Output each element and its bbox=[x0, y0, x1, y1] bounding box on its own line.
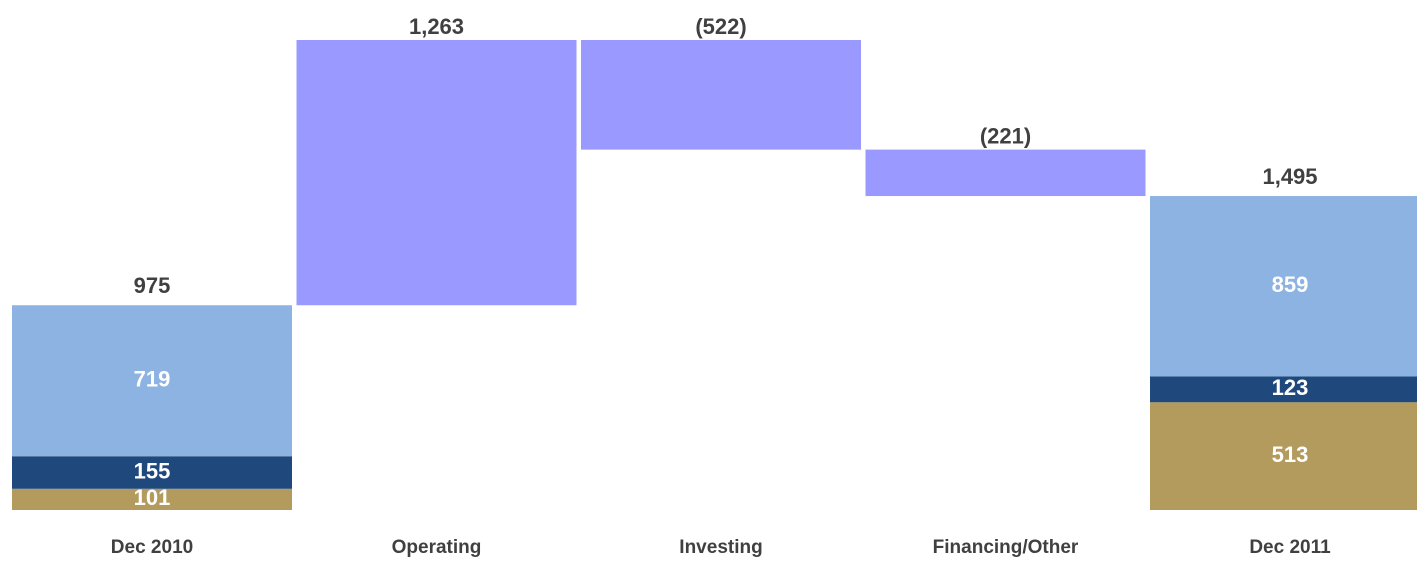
x-tick-label: Operating bbox=[392, 537, 482, 557]
segment-label: 719 bbox=[134, 367, 171, 392]
change-bar bbox=[296, 40, 577, 306]
total-label: 1,495 bbox=[1262, 164, 1317, 189]
segment-label: 101 bbox=[134, 485, 171, 510]
bar-segment bbox=[1150, 196, 1417, 377]
bar-segment bbox=[12, 488, 292, 510]
bar-segment bbox=[12, 305, 292, 457]
change-bar bbox=[581, 40, 861, 150]
segment-label: 513 bbox=[1272, 442, 1309, 467]
x-tick-label: Dec 2011 bbox=[1249, 537, 1331, 557]
x-tick-label: Investing bbox=[679, 537, 762, 557]
segment-label: 123 bbox=[1272, 375, 1309, 400]
total-label: 975 bbox=[134, 273, 171, 298]
x-tick-label: Dec 2010 bbox=[111, 537, 193, 557]
change-label: 1,263 bbox=[409, 14, 464, 39]
segment-label: 859 bbox=[1272, 272, 1309, 297]
change-label: (522) bbox=[695, 14, 746, 39]
bar-segment bbox=[12, 456, 292, 489]
x-tick-label: Financing/Other bbox=[933, 537, 1079, 557]
bar-segment bbox=[1150, 402, 1417, 510]
change-label: (221) bbox=[980, 123, 1031, 148]
change-bar bbox=[865, 149, 1146, 197]
bar-segment bbox=[1150, 376, 1417, 403]
segment-label: 155 bbox=[134, 458, 171, 483]
